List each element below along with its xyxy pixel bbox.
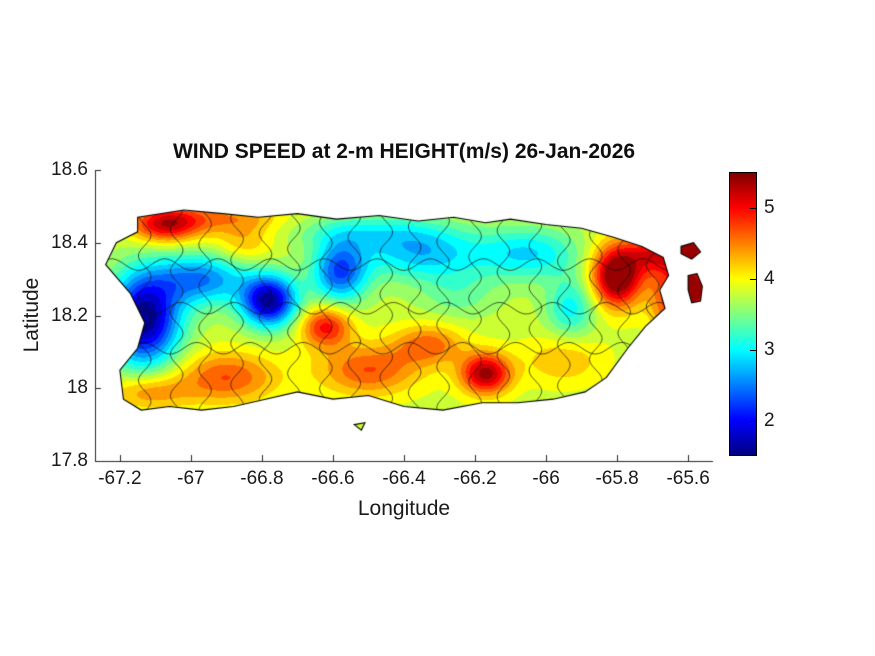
x-tick-label: -67.2 xyxy=(98,468,142,489)
y-tick-label: 18 xyxy=(66,377,88,399)
x-tick-label: -65.6 xyxy=(666,468,710,489)
colorbar-tick-label: 4 xyxy=(764,267,775,289)
x-tick-label: -66.2 xyxy=(453,468,497,489)
y-tick-label: 18.4 xyxy=(51,231,88,253)
x-tick-label: -66.6 xyxy=(311,468,355,489)
x-tick-label: -65.8 xyxy=(595,468,639,489)
colorbar-tick-mark xyxy=(750,208,757,209)
y-tick-label: 18.6 xyxy=(51,159,88,180)
colorbar xyxy=(729,172,757,456)
colorbar-tick-label: 3 xyxy=(764,338,775,360)
colorbar-tick-label: 5 xyxy=(764,196,775,218)
x-tick-label: -67 xyxy=(177,468,205,489)
colorbar-tick-mark xyxy=(750,421,757,422)
x-axis-label: Longitude xyxy=(357,497,451,520)
x-tick-label: -66 xyxy=(532,468,560,489)
x-tick-label: -66.4 xyxy=(382,468,426,489)
chart-title: WIND SPEED at 2-m HEIGHT(m/s) 26-Jan-202… xyxy=(172,140,636,163)
colorbar-tick-mark xyxy=(750,350,757,351)
colorbar-gradient xyxy=(730,173,756,455)
x-tick-label: -66.8 xyxy=(240,468,284,489)
y-tick-label: 18.2 xyxy=(51,304,88,326)
colorbar-tick-mark xyxy=(750,279,757,280)
colorbar-tick-label: 2 xyxy=(764,409,775,431)
y-tick-label: 17.8 xyxy=(51,450,88,471)
